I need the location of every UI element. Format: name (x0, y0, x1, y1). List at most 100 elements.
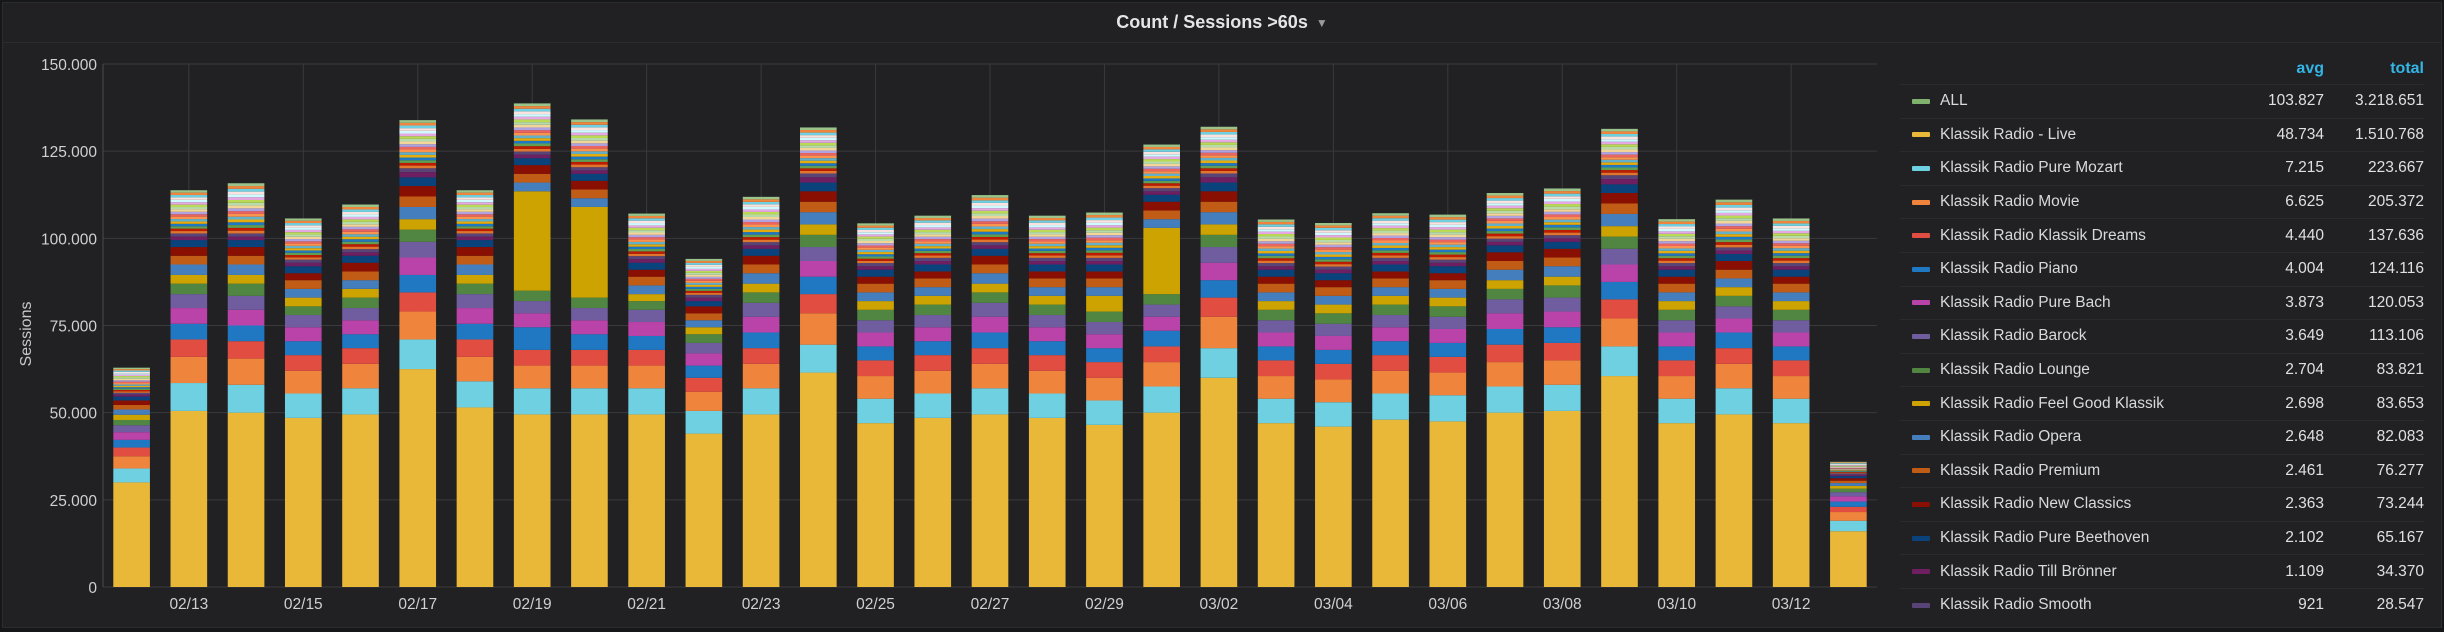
legend-item[interactable]: Klassik Radio Piano 4.004 124.116 (1900, 251, 2424, 286)
bar-segment (1257, 301, 1295, 310)
bar-segment (342, 334, 379, 349)
bar-segment-minor (513, 119, 551, 123)
legend-swatch[interactable] (1912, 132, 1930, 138)
bar-segment-minor (399, 154, 437, 158)
bar-segment-minor (1257, 231, 1295, 235)
legend-item[interactable]: Klassik Radio Barock 3.649 113.106 (1900, 319, 2424, 353)
bar-segment-minor (742, 224, 780, 228)
bar-segment-minor (1715, 215, 1753, 219)
legend-swatch[interactable] (1912, 333, 1930, 339)
bar-segment (456, 236, 494, 241)
bar-segment-minor (399, 138, 437, 142)
bar-segment (1143, 191, 1180, 195)
legend-swatch[interactable] (1912, 602, 1930, 608)
legend-item[interactable]: Klassik Radio Pure Beethoven 2.102 65.167 (1900, 520, 2424, 555)
bar-segment-minor (800, 150, 837, 154)
bar-segment-minor (342, 216, 379, 220)
legend-sort-total[interactable]: total (2390, 60, 2424, 77)
bar-segment (1715, 318, 1753, 333)
legend-swatch[interactable] (1912, 434, 1930, 440)
bar-segment-minor (1830, 466, 1867, 467)
bar-segment-minor (1543, 224, 1581, 228)
bar-segment (800, 372, 837, 587)
legend-sort-avg[interactable]: avg (2296, 60, 2324, 77)
bar-segment (1601, 264, 1638, 282)
legend-item[interactable]: Klassik Radio Opera 2.648 82.083 (1900, 419, 2424, 454)
bar-segment-minor (513, 111, 551, 115)
legend-item[interactable]: Klassik Radio Pure Bach 3.873 120.053 (1900, 285, 2424, 320)
legend-series-name: Klassik Radio Pure Beethoven (1940, 529, 2150, 547)
bar-segment-minor (1372, 235, 1409, 239)
bar-segment (227, 295, 265, 310)
legend-item[interactable]: Klassik Radio Klassik Dreams 4.440 137.636 (1900, 218, 2424, 252)
bar-segment-minor (1715, 242, 1753, 245)
legend-swatch[interactable] (1912, 367, 1930, 373)
legend-swatch[interactable] (1912, 300, 1930, 306)
bar-segment (1200, 182, 1238, 192)
bar-segment (1315, 269, 1352, 274)
bar-segment (914, 393, 952, 418)
bar-segment (914, 264, 952, 272)
bar-segment-minor (857, 260, 894, 264)
bar-segment-minor (800, 145, 837, 148)
bar-segment (800, 313, 837, 345)
legend-series-name: Klassik Radio Klassik Dreams (1940, 226, 2146, 244)
bar-segment (1028, 327, 1066, 342)
legend-swatch[interactable] (1912, 501, 1930, 507)
bar-segment-minor (742, 204, 780, 207)
legend-swatch[interactable] (1912, 401, 1930, 407)
bar-segment-minor (1543, 188, 1581, 192)
bar-segment (1830, 485, 1867, 489)
legend-item[interactable]: Klassik Radio Till Brönner 1.109 34.370 (1900, 554, 2424, 588)
bar-segment-minor (513, 116, 551, 120)
bar-segment-minor (914, 225, 952, 228)
legend-item[interactable]: Klassik Radio Feel Good Klassik 2.698 83.6… (1900, 386, 2424, 420)
legend-swatch[interactable] (1912, 468, 1930, 474)
bar-segment (284, 288, 322, 298)
legend-item[interactable]: ALL 103.827 3.218.651 (1900, 84, 2424, 118)
bar-segment (399, 311, 437, 340)
bar-segment-minor (1830, 469, 1867, 471)
panel-title-menu[interactable]: Count / Sessions >60s ▼ (1116, 12, 1327, 33)
bar-segment-minor (857, 232, 894, 235)
legend-item[interactable]: Klassik Radio Pure Mozart 7.215 223.667 (1900, 151, 2424, 185)
bar-segment (113, 439, 150, 448)
bar-segment (1658, 309, 1696, 321)
legend-series-name: Klassik Radio Pure Mozart (1940, 159, 2123, 177)
bar-segment (399, 219, 437, 230)
bar-segment (456, 294, 494, 309)
bar-segment-minor (1772, 233, 1810, 236)
bar-segment-minor (628, 220, 665, 224)
legend-item[interactable]: Klassik Radio New Classics 2.363 73.244 (1900, 487, 2424, 521)
bar-segment (399, 196, 437, 207)
legend-item[interactable]: Klassik Radio Premium 2.461 76.277 (1900, 453, 2424, 488)
legend-swatch[interactable] (1912, 233, 1930, 239)
legend-swatch[interactable] (1912, 98, 1930, 104)
bar-segment (1601, 376, 1638, 587)
bar-segment-minor (1257, 255, 1295, 259)
bar-segment-minor (456, 211, 494, 215)
bar-segment (1486, 241, 1524, 246)
bar-segment-minor (1601, 170, 1638, 173)
bar-segment (1601, 236, 1638, 249)
bar-segment (857, 276, 894, 284)
bar-segment (571, 206, 608, 298)
bar-segment-minor (170, 192, 208, 196)
bar-segment-minor (971, 205, 1009, 209)
legend-swatch[interactable] (1912, 165, 1930, 171)
bar-segment (513, 388, 551, 415)
legend-swatch[interactable] (1912, 266, 1930, 272)
legend-item[interactable]: Klassik Radio Lounge 2.704 83.821 (1900, 352, 2424, 387)
bar-segment-minor (1429, 232, 1467, 235)
bar-segment (1772, 263, 1810, 267)
legend-item[interactable]: Klassik Radio Movie 6.625 205.372 (1900, 184, 2424, 219)
legend-swatch[interactable] (1912, 199, 1930, 205)
bar-segment (1429, 273, 1467, 281)
legend-swatch[interactable] (1912, 569, 1930, 575)
bar-segment-minor (113, 374, 150, 377)
legend-item[interactable]: Klassik Radio - Live 48.734 1.510.768 (1900, 117, 2424, 152)
legend-item[interactable]: Klassik Radio Smooth 921 28.547 (1900, 587, 2424, 614)
bar-segment (1772, 423, 1810, 587)
bar-segment-minor (1658, 243, 1696, 247)
legend-swatch[interactable] (1912, 535, 1930, 541)
